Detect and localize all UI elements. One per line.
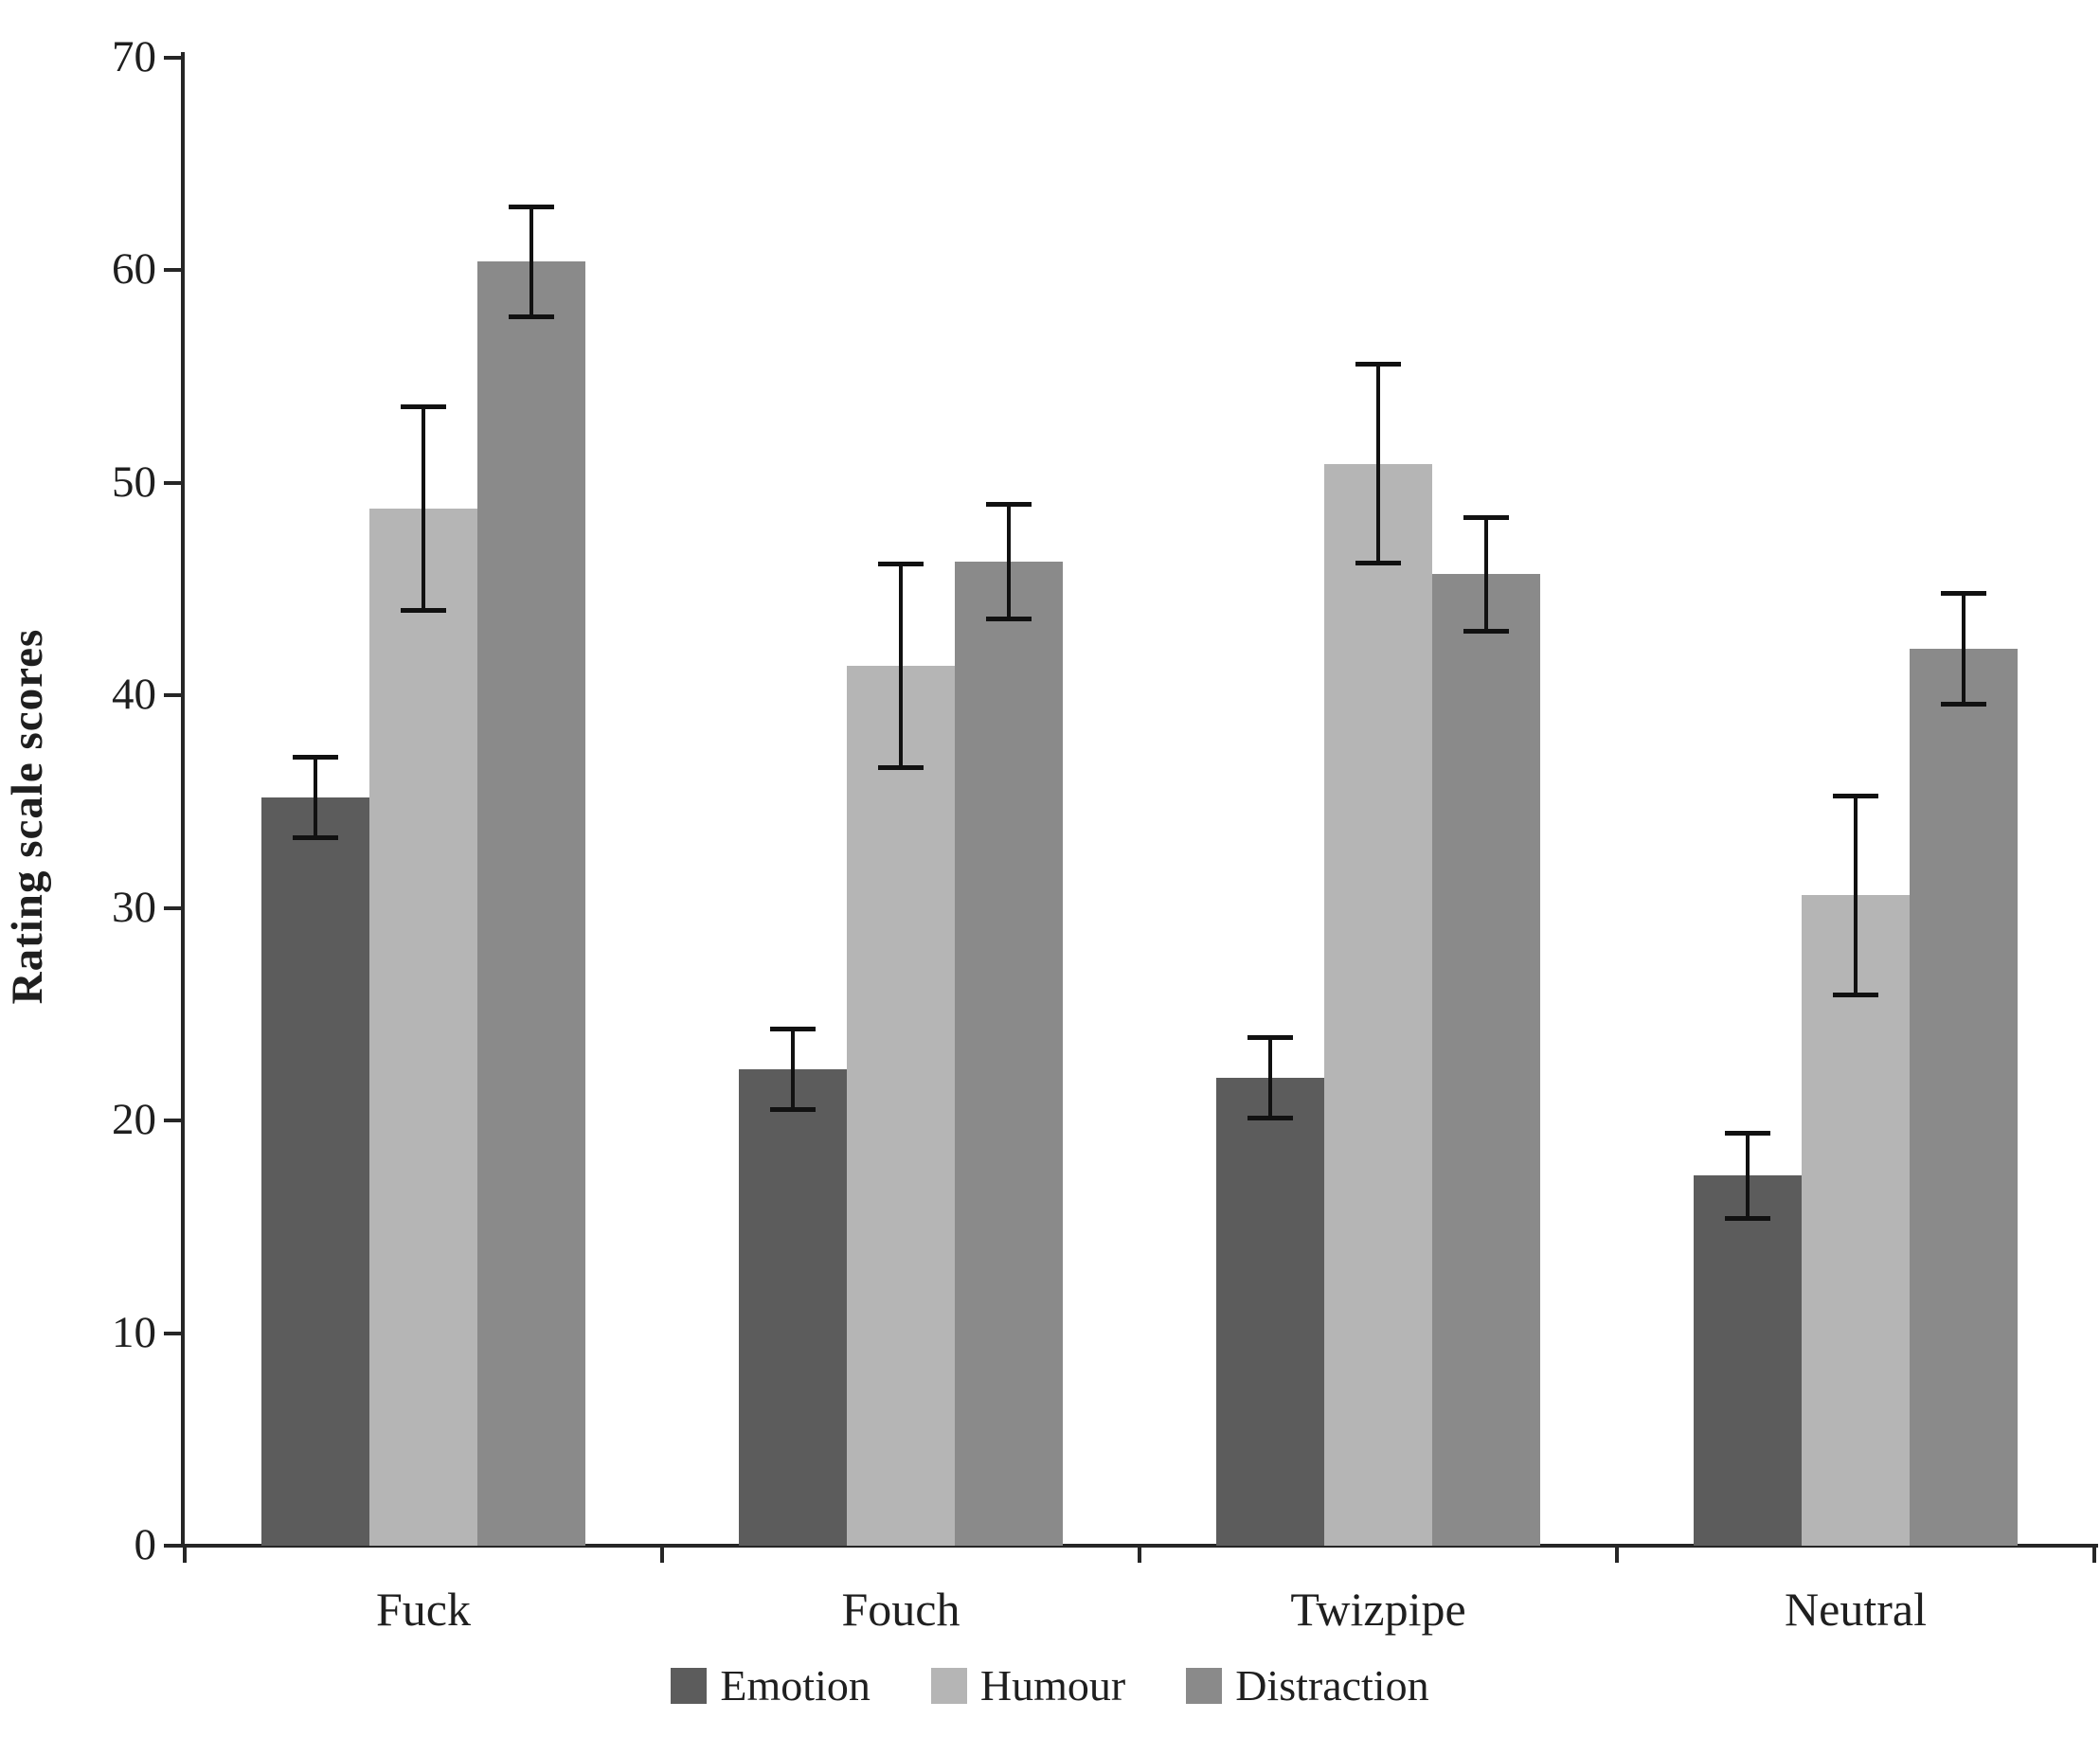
legend-item-emotion: Emotion xyxy=(671,1661,871,1710)
legend-swatch-humour-icon xyxy=(930,1668,967,1704)
y-tick-0 xyxy=(164,1544,182,1548)
error-bar-cap-top-emotion-twizpipe xyxy=(1247,1035,1293,1041)
legend-item-distraction: Distraction xyxy=(1186,1661,1429,1710)
legend-label-humour: Humour xyxy=(979,1661,1126,1710)
error-bar-cap-top-humour-twizpipe xyxy=(1355,361,1401,367)
legend-swatch-distraction-icon xyxy=(1186,1668,1223,1704)
error-bar-cap-top-humour-fouch xyxy=(878,561,924,566)
y-tick-30 xyxy=(164,905,182,910)
y-tick-label-10: 10 xyxy=(112,1307,156,1357)
bar-humour-neutral xyxy=(1802,895,1910,1546)
bar-humour-twizpipe xyxy=(1324,463,1432,1546)
error-bar-cap-bottom-distraction-twizpipe xyxy=(1463,629,1509,635)
error-bar-cap-top-distraction-fouch xyxy=(986,502,1032,508)
legend-item-humour: Humour xyxy=(930,1661,1126,1710)
category-label-twizpipe: Twizpipe xyxy=(1290,1583,1466,1636)
error-bar-stem-emotion-fouch xyxy=(791,1027,795,1113)
category-label-fuck: Fuck xyxy=(376,1583,471,1636)
error-bar-cap-top-distraction-twizpipe xyxy=(1463,514,1509,520)
bar-emotion-neutral xyxy=(1694,1175,1802,1546)
x-tick-2 xyxy=(1138,1548,1141,1563)
legend-label-distraction: Distraction xyxy=(1235,1661,1429,1710)
legend-label-emotion: Emotion xyxy=(720,1661,871,1710)
y-tick-60 xyxy=(164,268,182,273)
y-tick-50 xyxy=(164,480,182,485)
legend-swatch-emotion-icon xyxy=(671,1668,708,1704)
error-bar-cap-top-humour-neutral xyxy=(1833,793,1878,798)
error-bar-cap-bottom-humour-neutral xyxy=(1833,992,1878,997)
error-bar-cap-top-emotion-fouch xyxy=(770,1027,816,1032)
bar-emotion-fuck xyxy=(261,797,369,1546)
error-bar-cap-bottom-emotion-neutral xyxy=(1725,1215,1770,1221)
error-bar-cap-top-emotion-fuck xyxy=(293,755,338,761)
y-tick-label-40: 40 xyxy=(112,670,156,720)
error-bar-stem-distraction-neutral xyxy=(1962,591,1965,707)
y-tick-label-70: 70 xyxy=(112,32,156,81)
y-axis-line xyxy=(181,52,185,1548)
bar-distraction-twizpipe xyxy=(1432,574,1540,1546)
error-bar-stem-humour-twizpipe xyxy=(1376,361,1380,566)
bar-distraction-neutral xyxy=(1910,648,2018,1546)
error-bar-cap-bottom-distraction-fouch xyxy=(986,616,1032,621)
bar-distraction-fuck xyxy=(477,261,585,1546)
error-bar-cap-top-emotion-neutral xyxy=(1725,1131,1770,1137)
error-bar-cap-bottom-humour-fouch xyxy=(878,764,924,770)
y-tick-label-50: 50 xyxy=(112,457,156,507)
error-bar-cap-top-humour-fuck xyxy=(401,403,446,409)
bar-distraction-fouch xyxy=(955,561,1063,1546)
error-bar-stem-emotion-neutral xyxy=(1746,1131,1750,1221)
error-bar-cap-bottom-humour-twizpipe xyxy=(1355,561,1401,566)
error-bar-stem-humour-fouch xyxy=(899,561,903,770)
y-axis-title: Rating scale scores xyxy=(3,628,52,1005)
bar-emotion-twizpipe xyxy=(1216,1078,1324,1546)
error-bar-cap-bottom-distraction-fuck xyxy=(509,314,554,320)
bar-emotion-fouch xyxy=(739,1069,847,1546)
error-bar-cap-bottom-humour-fuck xyxy=(401,607,446,613)
error-bar-cap-top-distraction-fuck xyxy=(509,204,554,209)
y-tick-10 xyxy=(164,1331,182,1335)
error-bar-stem-humour-neutral xyxy=(1854,793,1858,997)
bar-humour-fuck xyxy=(369,508,477,1546)
x-tick-1 xyxy=(660,1548,664,1563)
category-label-fouch: Fouch xyxy=(841,1583,960,1636)
error-bar-stem-emotion-twizpipe xyxy=(1268,1035,1272,1121)
error-bar-stem-distraction-twizpipe xyxy=(1484,514,1488,635)
bar-humour-fouch xyxy=(847,665,955,1546)
error-bar-cap-bottom-emotion-fuck xyxy=(293,834,338,840)
y-tick-20 xyxy=(164,1119,182,1123)
error-bar-stem-emotion-fuck xyxy=(314,755,317,840)
y-tick-label-0: 0 xyxy=(134,1520,157,1569)
y-tick-70 xyxy=(164,56,182,60)
legend: Emotion Humour Distraction xyxy=(0,1664,2100,1708)
category-label-neutral: Neutral xyxy=(1785,1583,1927,1636)
y-tick-40 xyxy=(164,693,182,698)
x-tick-3 xyxy=(1615,1548,1619,1563)
y-tick-label-60: 60 xyxy=(112,244,156,295)
x-tick-0 xyxy=(183,1548,187,1563)
error-bar-cap-bottom-emotion-twizpipe xyxy=(1247,1116,1293,1121)
error-bar-stem-distraction-fuck xyxy=(529,204,533,320)
error-bar-cap-bottom-emotion-fouch xyxy=(770,1107,816,1113)
x-tick-4 xyxy=(2092,1548,2096,1563)
error-bar-cap-top-distraction-neutral xyxy=(1941,591,1986,597)
x-axis-line xyxy=(181,1544,2098,1548)
error-bar-stem-humour-fuck xyxy=(422,403,425,613)
error-bar-stem-distraction-fouch xyxy=(1007,502,1011,621)
y-tick-label-20: 20 xyxy=(112,1095,156,1145)
error-bar-cap-bottom-distraction-neutral xyxy=(1941,701,1986,707)
y-tick-label-30: 30 xyxy=(112,882,156,932)
